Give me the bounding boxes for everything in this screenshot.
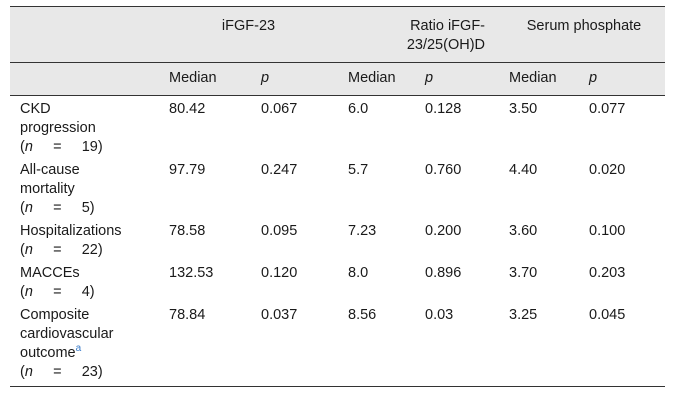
p-value-cell: 0.896 <box>425 265 462 281</box>
n-symbol: n <box>24 364 33 380</box>
n-symbol: n <box>24 139 33 155</box>
median-cell: 97.79 <box>169 162 206 178</box>
header-median-1: Median <box>155 62 255 96</box>
table-row: MACCEs (n = 4) 132.53 0.120 8.0 0.896 3.70 0.20… <box>10 262 665 304</box>
header-median-3: Median <box>503 62 583 96</box>
row-n-count: (n = 22) <box>20 242 103 258</box>
median-cell: 6.0 <box>348 101 369 117</box>
p-value-cell: 0.067 <box>261 101 298 117</box>
header-serum-phosphate: Serum phosphate <box>503 6 665 63</box>
p-value-cell: 0.200 <box>425 223 462 239</box>
equals-sign: = <box>53 242 62 258</box>
header-p-1: p <box>255 62 342 96</box>
median-cell: 3.50 <box>509 101 538 117</box>
p-value-cell: 0.100 <box>589 223 626 239</box>
row-n-count: (n = 19) <box>20 139 103 155</box>
row-label-line: mortality <box>20 181 75 197</box>
row-label: CKD progression (n = 19) <box>10 96 155 160</box>
table-row: Hospitalizations (n = 22) 78.58 0.095 7.23 0.… <box>10 220 665 262</box>
median-cell: 132.53 <box>169 265 214 281</box>
row-label-line: All-cause <box>20 162 80 178</box>
row-label-line: MACCEs <box>20 265 80 281</box>
header-ifgf23: iFGF-23 <box>155 6 342 63</box>
row-label: Hospitalizations (n = 22) <box>10 220 155 262</box>
p-value-cell: 0.095 <box>261 223 298 239</box>
median-cell: 78.84 <box>155 304 255 387</box>
header-sub-row: Median p Median p Median p <box>10 62 665 96</box>
equals-sign: = <box>53 284 62 300</box>
footnote-marker[interactable]: a <box>75 343 82 355</box>
median-cell: 3.70 <box>509 265 538 281</box>
table-row: All-cause mortality (n = 5) 97.79 0.247 5.7 0.… <box>10 159 665 220</box>
p-value-cell: 0.120 <box>261 265 298 281</box>
header-group-row: iFGF-23 Ratio iFGF- 23/25(OH)D Serum pho… <box>10 6 665 63</box>
p-value-cell: 0.03 <box>419 304 503 387</box>
n-value: 19 <box>81 139 98 155</box>
median-cell: 8.56 <box>342 304 419 387</box>
row-label-line: cardiovascular <box>20 326 114 342</box>
table-body: CKD progression (n = 19) 80.42 0.067 6.0 0.128… <box>10 96 665 387</box>
header-ratio-line2: 23/25(OH)D <box>406 37 485 53</box>
header-empty-cell <box>10 6 155 63</box>
table-row: CKD progression (n = 19) 80.42 0.067 6.0 0.128… <box>10 96 665 160</box>
median-cell: 80.42 <box>169 101 206 117</box>
header-median-2: Median <box>342 62 419 96</box>
row-label-line: Hospitalizations <box>20 223 122 239</box>
n-value: 23 <box>81 364 98 380</box>
p-value-cell: 0.760 <box>425 162 462 178</box>
median-cell: 3.60 <box>509 223 538 239</box>
p-value-cell: 0.128 <box>425 101 462 117</box>
row-n-count: (n = 5) <box>20 200 95 216</box>
header-p-2: p <box>419 62 503 96</box>
row-label-line: progression <box>20 120 96 136</box>
equals-sign: = <box>53 364 62 380</box>
p-value-cell: 0.077 <box>589 101 626 117</box>
p-value-cell: 0.037 <box>255 304 342 387</box>
equals-sign: = <box>53 200 62 216</box>
header-ratio-line1: Ratio iFGF- <box>410 18 485 34</box>
row-label-line: CKD <box>20 101 51 117</box>
n-symbol: n <box>24 284 33 300</box>
header-sub-empty <box>10 62 155 96</box>
n-value: 5 <box>81 200 90 216</box>
p-value-cell: 0.203 <box>589 265 626 281</box>
median-cell: 78.58 <box>169 223 206 239</box>
row-label-line: Composite <box>20 307 90 323</box>
row-n-count: (n = 23) <box>20 364 103 380</box>
row-label: Composite cardiovascular outcomea (n = 23) <box>10 304 155 387</box>
p-value-cell: 0.020 <box>589 162 626 178</box>
row-label-line: outcome <box>20 345 76 361</box>
n-symbol: n <box>24 242 33 258</box>
n-value: 4 <box>81 284 90 300</box>
median-cell: 5.7 <box>348 162 369 178</box>
row-label: All-cause mortality (n = 5) <box>10 159 155 220</box>
n-value: 22 <box>81 242 98 258</box>
median-cell: 4.40 <box>509 162 538 178</box>
header-ratio: Ratio iFGF- 23/25(OH)D <box>342 6 503 63</box>
median-cell: 8.0 <box>348 265 369 281</box>
median-cell: 3.25 <box>503 304 583 387</box>
row-label: MACCEs (n = 4) <box>10 262 155 304</box>
row-n-count: (n = 4) <box>20 284 95 300</box>
table-row: Composite cardiovascular outcomea (n = 23) 7… <box>10 304 665 387</box>
n-symbol: n <box>24 200 33 216</box>
equals-sign: = <box>53 139 62 155</box>
header-p-3: p <box>583 62 665 96</box>
p-value-cell: 0.247 <box>261 162 298 178</box>
p-value-cell: 0.045 <box>583 304 665 387</box>
results-table: iFGF-23 Ratio iFGF- 23/25(OH)D Serum pho… <box>10 6 665 387</box>
median-cell: 7.23 <box>348 223 377 239</box>
